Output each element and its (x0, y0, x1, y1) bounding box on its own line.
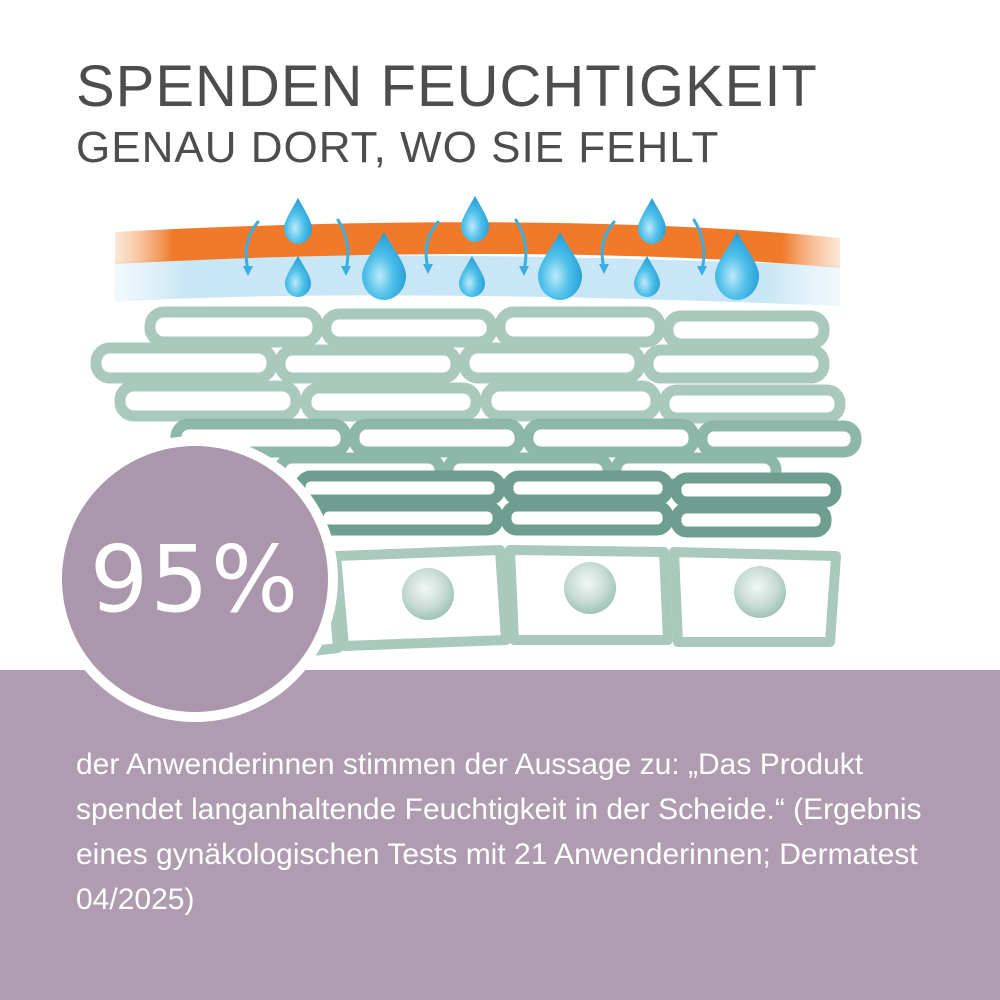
headline-line-1: SPENDEN FEUCHTIGKEIT (76, 54, 818, 119)
curved-arrow-icon (244, 218, 706, 272)
skin-moisture-illustration (90, 196, 862, 657)
cell-layer-lower (294, 470, 842, 538)
info-band (0, 670, 1000, 1000)
cell-layer-upper (90, 306, 846, 424)
headline-line-2: GENAU DORT, WO SIE FEHLT (76, 123, 720, 172)
cell-nucleus (402, 562, 786, 620)
stat-value: 95% (89, 525, 301, 633)
statement-text: der Anwenderinnen stimmen der Aussage zu… (76, 748, 922, 916)
arrow-head-icon (243, 264, 707, 276)
headline: SPENDEN FEUCHTIGKEIT GENAU DORT, WO SIE … (76, 58, 956, 170)
water-droplet-icon (284, 196, 759, 300)
stat-circle: 95% (52, 436, 338, 722)
